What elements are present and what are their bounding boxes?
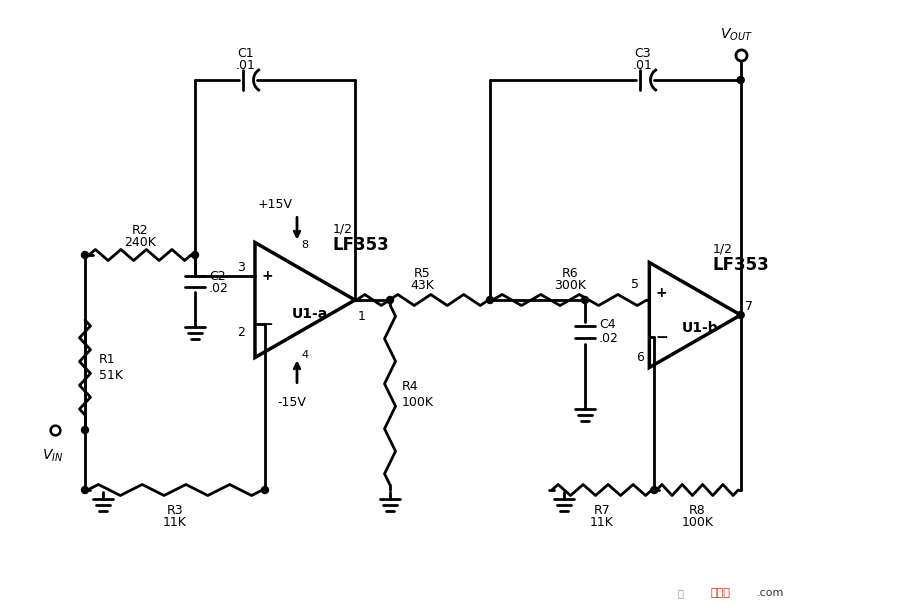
Text: 240K: 240K [124, 236, 156, 249]
Text: .01: .01 [236, 59, 256, 72]
Text: 11K: 11K [163, 516, 187, 529]
Text: R5: R5 [414, 267, 431, 280]
Text: R8: R8 [689, 504, 706, 517]
Text: 43K: 43K [410, 279, 435, 292]
Text: R2: R2 [131, 224, 149, 237]
Text: 6: 6 [636, 351, 644, 364]
Circle shape [82, 252, 88, 258]
Text: 300K: 300K [554, 279, 586, 292]
Text: .02: .02 [599, 331, 619, 344]
Text: −: − [655, 330, 668, 344]
Text: U1-a: U1-a [292, 308, 328, 322]
Circle shape [487, 296, 493, 303]
Circle shape [737, 76, 744, 84]
Circle shape [262, 486, 268, 493]
Text: 拼: 拼 [677, 588, 683, 598]
Text: .02: .02 [209, 282, 229, 295]
Text: 4: 4 [301, 351, 308, 360]
Text: U1-b: U1-b [681, 321, 718, 335]
Text: 5: 5 [631, 278, 639, 291]
Text: $V_{OUT}$: $V_{OUT}$ [720, 26, 753, 43]
Text: C4: C4 [599, 319, 616, 331]
Text: C1: C1 [238, 47, 255, 60]
Circle shape [581, 296, 589, 303]
Text: 2: 2 [237, 326, 245, 339]
Circle shape [192, 252, 199, 258]
Circle shape [82, 486, 88, 493]
Circle shape [651, 486, 658, 493]
Text: 接线图: 接线图 [710, 588, 730, 598]
Text: R7: R7 [593, 504, 610, 517]
Text: −: − [261, 317, 274, 331]
Text: -15V: -15V [277, 395, 306, 408]
Text: 3: 3 [237, 261, 245, 274]
Text: +15V: +15V [257, 197, 292, 210]
Text: +: + [655, 286, 667, 300]
Text: LF353: LF353 [713, 255, 770, 274]
Text: 1/2: 1/2 [333, 222, 353, 235]
Text: R3: R3 [166, 504, 184, 517]
Circle shape [82, 426, 88, 434]
Text: R1: R1 [99, 353, 115, 366]
Text: .com: .com [756, 588, 784, 598]
Text: 11K: 11K [590, 516, 614, 529]
Text: .01: .01 [633, 59, 652, 72]
Text: 100K: 100K [402, 397, 434, 410]
Text: 7: 7 [744, 301, 752, 314]
Circle shape [737, 312, 744, 319]
Text: C2: C2 [209, 269, 226, 282]
Text: 1: 1 [358, 310, 366, 323]
Text: 51K: 51K [99, 369, 123, 382]
Text: +: + [261, 269, 273, 283]
Text: 1/2: 1/2 [713, 242, 733, 255]
Circle shape [386, 296, 393, 303]
Text: LF353: LF353 [333, 236, 390, 253]
Text: R4: R4 [402, 381, 418, 394]
Text: $V_{IN}$: $V_{IN}$ [42, 448, 64, 464]
Text: R6: R6 [562, 267, 578, 280]
Text: 8: 8 [301, 239, 308, 250]
Text: C3: C3 [634, 47, 652, 60]
Text: 100K: 100K [681, 516, 714, 529]
